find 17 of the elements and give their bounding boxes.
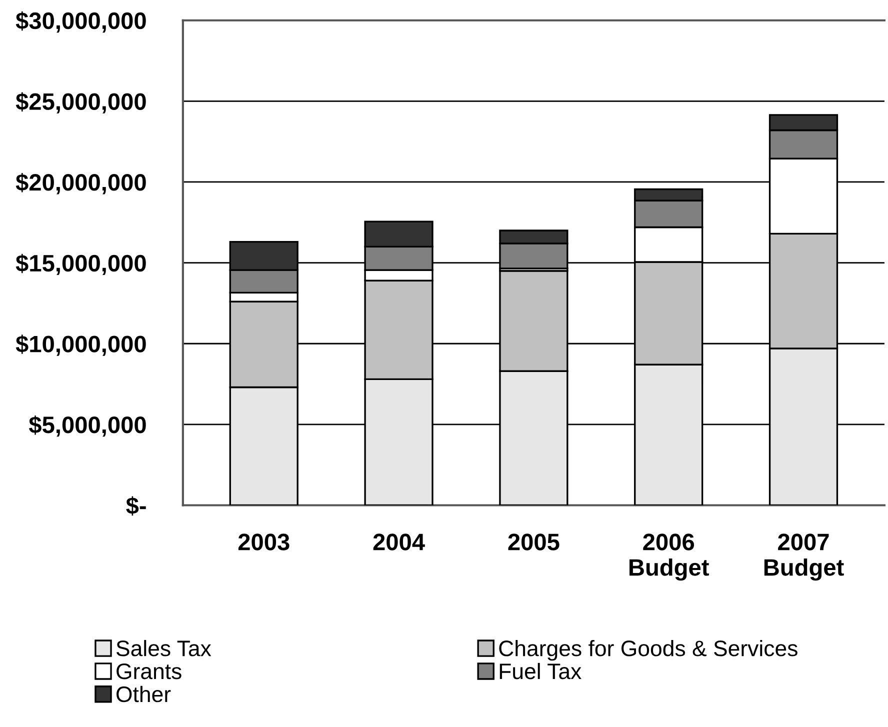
y-tick-label: $15,000,000: [16, 254, 146, 276]
x-tick-label: 2006 Budget: [630, 534, 709, 581]
y-tick-label: $10,000,000: [16, 334, 146, 356]
x-tick-label: 2004: [373, 534, 425, 550]
x-tick-label: 2007 Budget: [764, 534, 844, 581]
legend-label: Other: [116, 686, 171, 702]
x-tick-label: 2005: [508, 534, 560, 550]
y-tick-label: $25,000,000: [16, 92, 146, 114]
y-tick-label: $-: [126, 496, 146, 516]
legend-label: Fuel Tax: [500, 662, 582, 680]
y-tick-label: $20,000,000: [16, 173, 146, 194]
legend-label: Sales Tax: [116, 640, 212, 656]
x-tick-label: 2003: [238, 534, 290, 550]
legend-label: Grants: [116, 663, 182, 680]
y-tick-label: $30,000,000: [16, 11, 146, 33]
legend-label: Charges for Goods & Services: [499, 640, 798, 661]
y-tick-label: $5,000,000: [28, 415, 146, 437]
